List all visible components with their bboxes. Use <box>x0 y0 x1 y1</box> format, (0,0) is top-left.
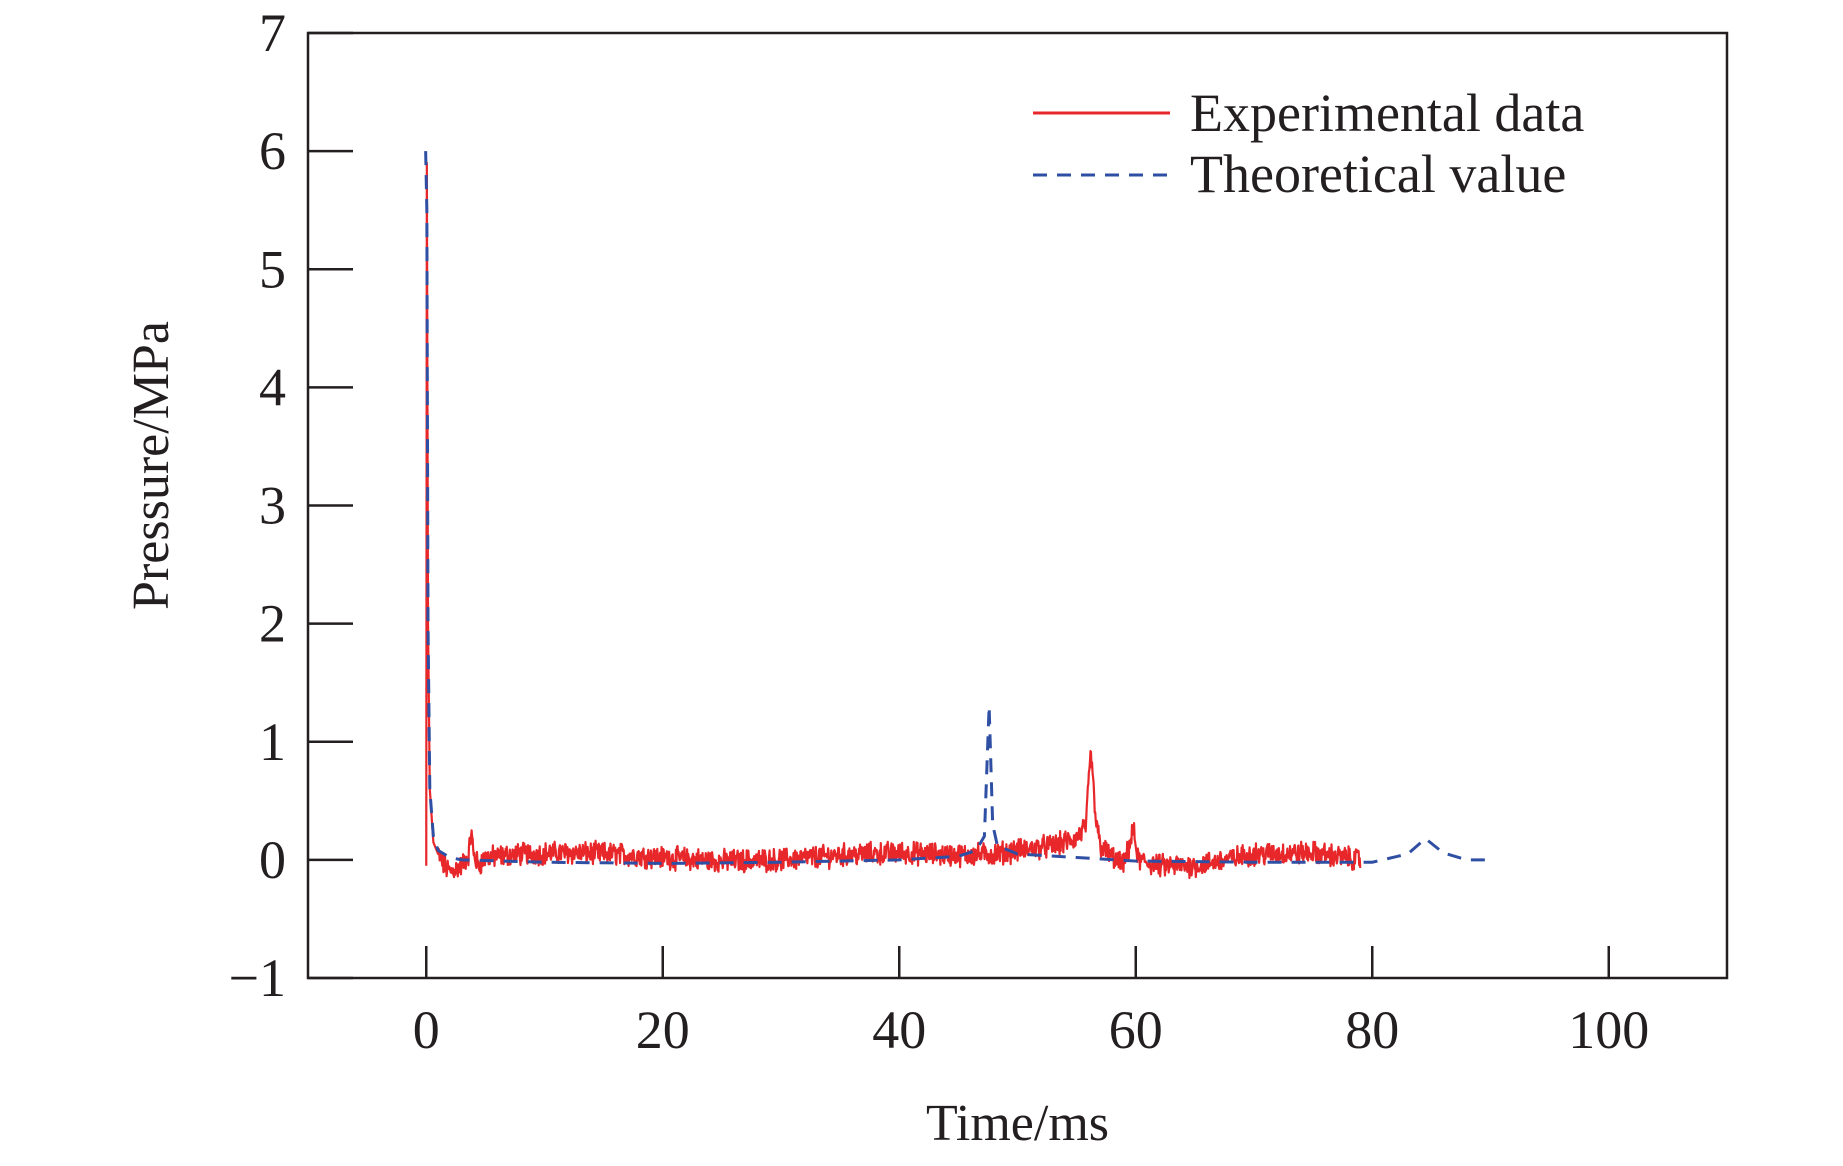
y-tick-label: 0 <box>259 830 286 890</box>
y-tick-label: 3 <box>259 476 286 536</box>
y-tick-label: 5 <box>259 239 286 299</box>
x-tick-label: 0 <box>413 1000 440 1060</box>
y-tick-label: 6 <box>259 121 286 181</box>
legend-label-theoretical: Theoretical value <box>1190 144 1566 204</box>
series-line-theoretical <box>424 151 1491 865</box>
x-tick-label: 40 <box>872 1000 926 1060</box>
x-tick-label: 20 <box>636 1000 690 1060</box>
y-tick-label: −1 <box>229 948 286 1008</box>
legend-label-experimental: Experimental data <box>1190 83 1584 143</box>
series-layer <box>424 151 1491 880</box>
series-line-experimental <box>425 161 1362 880</box>
x-tick-label: 80 <box>1345 1000 1399 1060</box>
x-tick-label: 100 <box>1568 1000 1649 1060</box>
y-tick-label: 7 <box>259 3 286 63</box>
ticks-layer: 0 20 40 60 80 100 −1 0 1 2 3 4 5 6 7 <box>229 3 1650 1060</box>
legend: Experimental data Theoretical value <box>1033 83 1584 204</box>
y-axis-label: Pressure/MPa <box>123 321 180 610</box>
y-tick-label: 4 <box>259 357 286 417</box>
y-tick-label: 1 <box>259 712 286 772</box>
y-tick-label: 2 <box>259 594 286 654</box>
x-axis-label: Time/ms <box>926 1095 1109 1152</box>
x-tick-label: 60 <box>1109 1000 1163 1060</box>
